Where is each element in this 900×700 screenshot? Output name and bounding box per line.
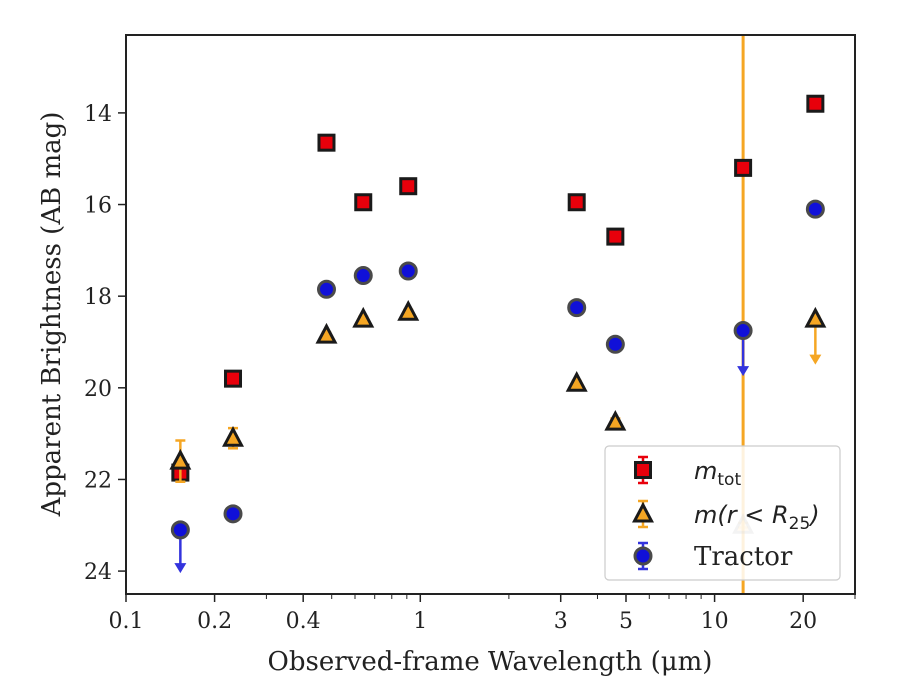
y-axis-label: Apparent Brightness (AB mag) [37,112,67,518]
x-tick-label-4: 3 [554,609,568,634]
y-tick-label-2: 18 [84,285,112,310]
series-2-point-7 [733,321,753,341]
series-0-point-5 [567,193,586,212]
series-2-point-6 [605,334,625,354]
series-2-point-2 [316,279,336,299]
series-1-point-1 [222,426,245,447]
series-1-point-5 [565,371,588,392]
x-tick-label-2: 0.4 [286,609,321,634]
y-tick-label-3: 20 [84,377,112,402]
series-2-point-5 [567,298,587,318]
y-tick-label-1: 16 [84,194,112,219]
series-2-limit-arrow-0 [174,563,187,574]
series-0-point-2 [317,133,336,152]
x-tick-label-5: 5 [619,609,633,634]
series-0-point-3 [354,193,373,212]
series-1-point-2 [315,322,338,344]
x-tick-label-6: 10 [701,609,729,634]
series-1-point-3 [352,306,375,328]
series-0-point-4 [399,177,418,196]
legend-marker-2 [633,546,653,566]
y-tick-label-5: 24 [84,560,112,585]
series-2-point-4 [398,261,418,281]
x-tick-label-1: 0.2 [197,609,232,634]
series-1-limit-arrow-8 [809,354,822,365]
x-tick-label-3: 1 [413,609,427,634]
y-tick-label-0: 14 [84,102,112,127]
y-tick-label-4: 22 [84,468,112,493]
legend-box [604,445,841,581]
legend-marker-0 [634,461,652,479]
plot-frame [125,34,856,595]
series-1-point-8 [804,306,827,328]
data-marks-layer [169,94,827,574]
x-axis-label: Observed-frame Wavelength (μm) [268,647,713,677]
legend-label-2: Tractor [694,542,793,572]
series-2-point-8 [805,199,825,219]
series-2-group [170,199,825,574]
series-0-point-6 [606,227,625,246]
series-0-point-7 [734,158,753,177]
series-1-point-0 [169,448,192,470]
series-2-point-0 [170,520,190,540]
series-0-point-8 [806,94,825,113]
x-tick-label-0: 0.1 [109,609,144,634]
series-2-limit-arrow-7 [737,366,750,377]
series-2-point-3 [353,266,373,286]
series-2-point-1 [223,504,243,524]
x-tick-label-7: 20 [789,609,817,634]
legend-marker-1 [632,501,654,523]
y-axis-ticks: 14 16 18 20 22 24 [84,102,126,585]
series-0-point-1 [224,369,243,388]
x-axis-ticks: 0.1 0.2 0.4 1 3 5 10 20 [109,594,856,634]
series-1-point-6 [604,409,627,431]
series-1-point-4 [397,300,420,321]
